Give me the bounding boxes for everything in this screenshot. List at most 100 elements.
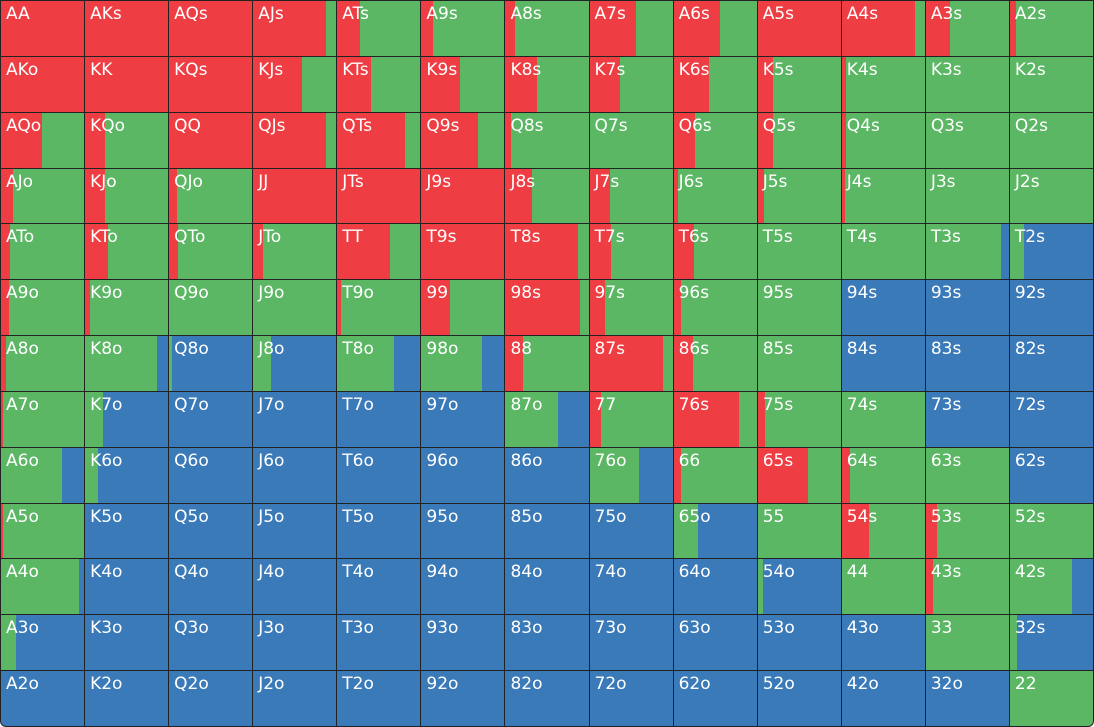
hand-cell-KQo[interactable]: KQo — [85, 112, 169, 168]
hand-cell-93o[interactable]: 93o — [421, 615, 505, 671]
hand-cell-KJs[interactable]: KJs — [253, 56, 337, 112]
hand-cell-AQs[interactable]: AQs — [169, 1, 253, 56]
hand-cell-Q4s[interactable]: Q4s — [841, 112, 925, 168]
hand-cell-97o[interactable]: 97o — [421, 391, 505, 447]
hand-cell-74s[interactable]: 74s — [841, 391, 925, 447]
hand-cell-66[interactable]: 66 — [673, 447, 757, 503]
hand-cell-KTo[interactable]: KTo — [85, 224, 169, 280]
hand-cell-A5o[interactable]: A5o — [1, 503, 85, 559]
hand-cell-AA[interactable]: AA — [1, 1, 85, 56]
hand-cell-A4s[interactable]: A4s — [841, 1, 925, 56]
hand-cell-J7s[interactable]: J7s — [589, 168, 673, 224]
hand-cell-J8s[interactable]: J8s — [505, 168, 589, 224]
hand-cell-AKo[interactable]: AKo — [1, 56, 85, 112]
hand-cell-K4s[interactable]: K4s — [841, 56, 925, 112]
hand-cell-64o[interactable]: 64o — [673, 559, 757, 615]
hand-cell-KJo[interactable]: KJo — [85, 168, 169, 224]
hand-cell-ATs[interactable]: ATs — [337, 1, 421, 56]
hand-cell-32s[interactable]: 32s — [1009, 615, 1093, 671]
hand-cell-72o[interactable]: 72o — [589, 671, 673, 726]
hand-cell-83s[interactable]: 83s — [925, 336, 1009, 391]
hand-cell-73s[interactable]: 73s — [925, 391, 1009, 447]
hand-cell-AKs[interactable]: AKs — [85, 1, 169, 56]
hand-cell-Q3s[interactable]: Q3s — [925, 112, 1009, 168]
hand-cell-55[interactable]: 55 — [757, 503, 841, 559]
hand-cell-J3s[interactable]: J3s — [925, 168, 1009, 224]
hand-cell-J2o[interactable]: J2o — [253, 671, 337, 726]
hand-cell-J8o[interactable]: J8o — [253, 336, 337, 391]
hand-cell-A9s[interactable]: A9s — [421, 1, 505, 56]
hand-cell-42s[interactable]: 42s — [1009, 559, 1093, 615]
hand-cell-93s[interactable]: 93s — [925, 280, 1009, 336]
hand-cell-83o[interactable]: 83o — [505, 615, 589, 671]
hand-cell-K8o[interactable]: K8o — [85, 336, 169, 391]
hand-cell-Q7o[interactable]: Q7o — [169, 391, 253, 447]
hand-cell-QTo[interactable]: QTo — [169, 224, 253, 280]
hand-cell-T4s[interactable]: T4s — [841, 224, 925, 280]
hand-cell-54s[interactable]: 54s — [841, 503, 925, 559]
hand-cell-A4o[interactable]: A4o — [1, 559, 85, 615]
hand-cell-22[interactable]: 22 — [1009, 671, 1093, 726]
hand-cell-J4o[interactable]: J4o — [253, 559, 337, 615]
hand-cell-J5o[interactable]: J5o — [253, 503, 337, 559]
hand-cell-87s[interactable]: 87s — [589, 336, 673, 391]
hand-cell-K2o[interactable]: K2o — [85, 671, 169, 726]
hand-cell-T7s[interactable]: T7s — [589, 224, 673, 280]
hand-cell-A7s[interactable]: A7s — [589, 1, 673, 56]
hand-cell-76o[interactable]: 76o — [589, 447, 673, 503]
hand-cell-J9s[interactable]: J9s — [421, 168, 505, 224]
hand-cell-K4o[interactable]: K4o — [85, 559, 169, 615]
hand-cell-62o[interactable]: 62o — [673, 671, 757, 726]
hand-cell-J6s[interactable]: J6s — [673, 168, 757, 224]
hand-cell-T4o[interactable]: T4o — [337, 559, 421, 615]
hand-cell-52s[interactable]: 52s — [1009, 503, 1093, 559]
hand-cell-Q3o[interactable]: Q3o — [169, 615, 253, 671]
hand-cell-J9o[interactable]: J9o — [253, 280, 337, 336]
hand-cell-Q8o[interactable]: Q8o — [169, 336, 253, 391]
hand-cell-A2s[interactable]: A2s — [1009, 1, 1093, 56]
hand-cell-72s[interactable]: 72s — [1009, 391, 1093, 447]
hand-cell-A8s[interactable]: A8s — [505, 1, 589, 56]
hand-cell-T9s[interactable]: T9s — [421, 224, 505, 280]
hand-cell-J7o[interactable]: J7o — [253, 391, 337, 447]
hand-cell-T3o[interactable]: T3o — [337, 615, 421, 671]
hand-cell-A8o[interactable]: A8o — [1, 336, 85, 391]
hand-cell-K9o[interactable]: K9o — [85, 280, 169, 336]
hand-cell-84o[interactable]: 84o — [505, 559, 589, 615]
hand-cell-T2s[interactable]: T2s — [1009, 224, 1093, 280]
hand-cell-AJs[interactable]: AJs — [253, 1, 337, 56]
hand-cell-73o[interactable]: 73o — [589, 615, 673, 671]
hand-cell-K2s[interactable]: K2s — [1009, 56, 1093, 112]
hand-cell-K3o[interactable]: K3o — [85, 615, 169, 671]
hand-cell-ATo[interactable]: ATo — [1, 224, 85, 280]
hand-cell-95s[interactable]: 95s — [757, 280, 841, 336]
hand-cell-54o[interactable]: 54o — [757, 559, 841, 615]
hand-cell-AJo[interactable]: AJo — [1, 168, 85, 224]
hand-cell-T7o[interactable]: T7o — [337, 391, 421, 447]
hand-cell-JTs[interactable]: JTs — [337, 168, 421, 224]
hand-cell-J6o[interactable]: J6o — [253, 447, 337, 503]
hand-cell-K8s[interactable]: K8s — [505, 56, 589, 112]
hand-cell-64s[interactable]: 64s — [841, 447, 925, 503]
hand-cell-98o[interactable]: 98o — [421, 336, 505, 391]
hand-cell-A6o[interactable]: A6o — [1, 447, 85, 503]
hand-cell-TT[interactable]: TT — [337, 224, 421, 280]
hand-cell-A5s[interactable]: A5s — [757, 1, 841, 56]
hand-cell-97s[interactable]: 97s — [589, 280, 673, 336]
hand-cell-63o[interactable]: 63o — [673, 615, 757, 671]
hand-cell-J2s[interactable]: J2s — [1009, 168, 1093, 224]
hand-cell-Q6o[interactable]: Q6o — [169, 447, 253, 503]
hand-cell-Q8s[interactable]: Q8s — [505, 112, 589, 168]
hand-cell-T6s[interactable]: T6s — [673, 224, 757, 280]
hand-cell-J3o[interactable]: J3o — [253, 615, 337, 671]
hand-cell-85s[interactable]: 85s — [757, 336, 841, 391]
hand-cell-QQ[interactable]: QQ — [169, 112, 253, 168]
hand-cell-A7o[interactable]: A7o — [1, 391, 85, 447]
hand-cell-Q2s[interactable]: Q2s — [1009, 112, 1093, 168]
hand-cell-JJ[interactable]: JJ — [253, 168, 337, 224]
hand-cell-75s[interactable]: 75s — [757, 391, 841, 447]
hand-cell-K3s[interactable]: K3s — [925, 56, 1009, 112]
hand-cell-J5s[interactable]: J5s — [757, 168, 841, 224]
hand-cell-94o[interactable]: 94o — [421, 559, 505, 615]
hand-cell-K9s[interactable]: K9s — [421, 56, 505, 112]
